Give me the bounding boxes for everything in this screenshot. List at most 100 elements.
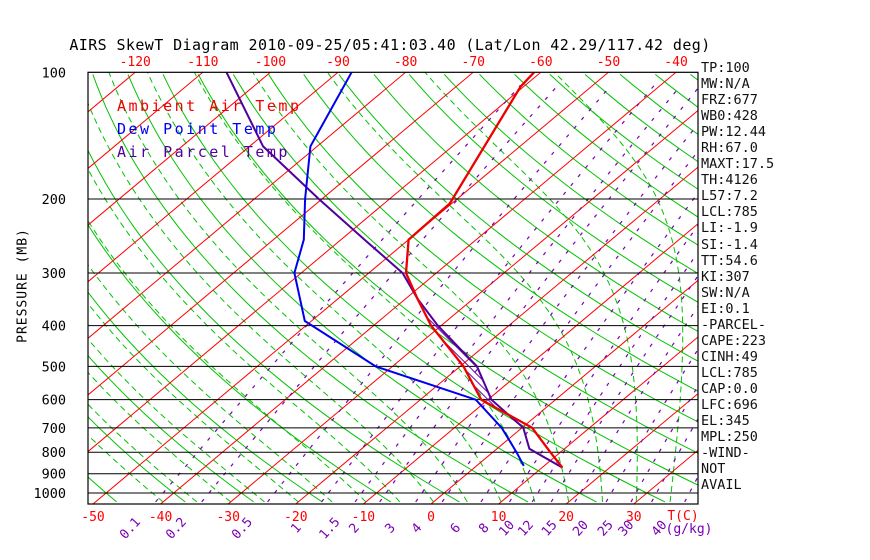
mixing-ratio-label: 6 [448,521,464,537]
pressure-tick-label: 200 [42,192,66,208]
dry-adiabat-line [197,74,698,486]
index-value: CINH:49 [701,348,758,365]
index-value: RH:67.0 [701,140,758,157]
pressure-tick-label: 100 [42,65,66,81]
moist-adiabat-line [88,219,367,503]
dry-adiabat-line [338,74,698,362]
index-value: LCL:785 [701,204,758,221]
page-title: AIRS SkewT Diagram 2010-09-25/05:41:03.4… [69,36,711,54]
mixing-ratio-label: 3 [382,521,398,537]
mixing-ratio-line [441,150,698,503]
mixing-ratio-line [321,84,655,503]
legend-item-parcel: Air Parcel Temp [117,141,302,164]
plot-frame [87,71,699,505]
mixing-ratio-line [480,192,698,503]
temp-unit-label: T(C) [667,509,698,524]
moist-adiabat-line [88,302,299,503]
index-value: CAP:0.0 [701,380,758,397]
pressure-tick-label: 1000 [33,486,66,502]
sounding-indices-panel: TP:100 MW:N/A FRZ:677 WB0:428 PW:12.44 RH:67.… [701,60,774,493]
index-value: MPL:250 [701,429,758,446]
mixing-ratio-label: 0.1 [117,515,144,542]
isotherm-line [88,72,406,339]
top-temp-tick-label: -40 [664,55,687,70]
top-temp-tick-label: -80 [394,55,417,70]
moist-adiabat-line [88,338,265,503]
isotherm-line [88,72,339,283]
legend-label-ambient: Ambient Air Temp [117,97,302,115]
dew-point-curve [293,72,525,467]
top-temp-tick-label: -70 [462,55,485,70]
isotherm-line [88,72,204,170]
mixing-ratio-line [267,84,612,503]
dry-adiabat-line [303,74,698,392]
bottom-temp-tick-label: 10 [491,510,507,525]
isotherm-line [565,392,698,505]
mixing-ratio-line [531,251,698,503]
index-value: NOT [701,461,726,478]
pressure-axis-title: PRESSURE (MB) [15,228,31,343]
pressure-tick-label: 300 [42,266,66,282]
sounding-curves [225,72,564,469]
index-value: LI:-1.9 [701,220,758,237]
isotherm-line [0,72,68,504]
moist-adiabat-line [326,72,603,502]
isotherm-line [88,72,542,453]
isotherm-line [430,279,698,505]
isotherm-line [88,72,474,396]
dry-adiabat-line [162,74,666,503]
dry-adiabat-line [373,74,698,333]
dry-adiabat-line [88,223,392,503]
ambient-temp-curve [404,72,564,469]
mixing-ratio-line [574,305,698,503]
pressure-tick-label: 700 [42,421,66,437]
mixing-ratio-label: 12 [515,518,537,540]
plot-background [0,72,698,505]
isotherm-line [88,72,271,226]
top-temp-tick-label: -120 [120,55,151,70]
bottom-temp-tick-label: -20 [284,510,307,525]
dry-adiabat-line [549,74,698,190]
isotherm-line [295,166,698,505]
index-value: KI:307 [701,268,750,285]
dry-adiabat-line [479,74,698,246]
dry-adiabat-line [584,74,698,163]
dry-adiabat-line [514,74,698,218]
moist-adiabat-line [88,371,232,503]
index-value: CAPE:223 [701,332,767,349]
pressure-tick-label: 400 [42,319,66,335]
dry-adiabat-line [268,74,698,423]
dry-adiabat-line [88,291,323,503]
mixing-ratio-line [550,274,698,503]
dry-adiabat-line [88,149,460,503]
bottom-temp-tick-label: 30 [626,510,642,525]
index-value: EI:0.1 [701,300,750,317]
isotherm-line [160,72,677,505]
mixing-ratio-label: 4 [409,521,426,537]
pressure-tick-label: 500 [42,359,66,375]
index-value: SI:-1.4 [701,236,758,253]
mixing-ratio-label: 15 [539,518,561,540]
top-temp-tick-label: -50 [597,55,620,70]
top-temp-tick-label: -100 [255,55,286,70]
moist-adiabat-line [553,72,684,502]
isotherm-line [363,223,698,505]
bottom-temp-tick-label: -30 [216,510,239,525]
dry-adiabat-line [408,74,698,303]
pressure-tick-label: 600 [42,393,66,409]
parcel-temp-curve [225,72,563,469]
index-value: LFC:696 [701,396,758,413]
mixing-ratio-label: 1.5 [317,515,344,542]
dry-adiabat-line [92,74,529,503]
moist-adiabat-line [252,72,570,502]
dry-adiabat-line [88,354,254,503]
index-value: MW:N/A [701,76,750,93]
index-value: L57:7.2 [701,188,758,205]
top-temp-tick-label: -90 [326,55,349,70]
mixing-ratio-line [155,84,521,503]
index-value: FRZ:677 [701,92,758,109]
moist-adiabat-line [424,72,638,502]
index-value: -WIND- [701,445,750,462]
index-value: TH:4126 [701,172,758,189]
